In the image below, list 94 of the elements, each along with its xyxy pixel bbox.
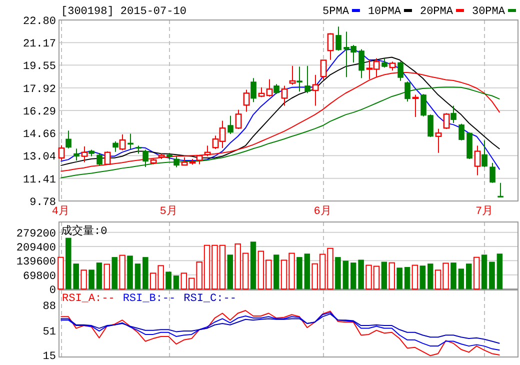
bar	[112, 257, 118, 290]
y-tick-label: 16.29	[22, 106, 56, 118]
legend-label: 20PMA	[420, 6, 454, 18]
candlestick	[443, 112, 450, 130]
line-series	[60, 310, 500, 356]
y-tick-label: 21.17	[22, 38, 56, 51]
bar	[388, 262, 395, 290]
line-series	[60, 313, 500, 344]
y-tick-label: 17.92	[22, 84, 56, 96]
candlestick	[119, 134, 126, 151]
y-tick-label: 15	[42, 350, 56, 363]
bar	[227, 254, 233, 290]
series-label: RSI_B:--	[122, 293, 176, 305]
legend-label: 30PMA	[472, 6, 506, 18]
candlestick	[435, 128, 442, 154]
bar	[80, 270, 87, 290]
candlestick	[320, 59, 327, 80]
bar	[127, 256, 133, 290]
bar	[142, 257, 148, 290]
y-tick-label: 88	[42, 301, 56, 314]
candlestick	[266, 78, 273, 97]
chart-title: [300198] 2015-07-10	[61, 6, 186, 18]
legend-label: 5PMA	[322, 6, 350, 18]
chart-title: 成交量:0	[61, 224, 108, 238]
candlestick	[66, 130, 72, 149]
legend-label: 10PMA	[368, 6, 402, 18]
series-label: RSI_C:--	[184, 293, 236, 305]
candlestick	[474, 145, 481, 176]
candlestick	[382, 58, 388, 68]
candlestick	[104, 150, 111, 166]
candlestick	[296, 66, 302, 92]
bar	[427, 264, 434, 290]
candlestick	[174, 156, 180, 168]
y-tick-label: 209400	[16, 242, 56, 254]
y-tick-label: 14.66	[22, 129, 56, 142]
y-tick-label: 69800	[22, 270, 56, 283]
bar	[481, 254, 488, 290]
bar	[273, 254, 280, 290]
x-tick-label: 7月	[475, 205, 494, 218]
candlestick	[498, 182, 504, 198]
bar	[412, 264, 418, 290]
y-tick-label: 139600	[16, 256, 56, 269]
candlestick	[96, 152, 102, 166]
x-tick-label: 5月	[160, 205, 178, 218]
candlestick	[398, 61, 404, 82]
candlestick	[490, 162, 496, 184]
bar	[473, 256, 480, 290]
candlestick	[450, 105, 456, 124]
bar	[104, 264, 110, 290]
candlestick	[412, 94, 419, 118]
x-tick-label: 6月	[314, 205, 332, 218]
candlestick	[228, 115, 234, 134]
y-tick-label: 51	[42, 326, 56, 338]
candlestick	[74, 148, 80, 162]
bar	[404, 267, 410, 290]
series-label: RSI_A:--	[62, 293, 115, 305]
candlestick	[250, 78, 256, 103]
candlestick	[128, 133, 134, 150]
bar	[134, 264, 141, 290]
y-tick-label: 22.80	[22, 16, 56, 28]
y-tick-label: 19.55	[22, 61, 56, 74]
y-tick-label: 0	[49, 285, 56, 297]
bar	[119, 254, 126, 290]
bar	[166, 272, 172, 290]
bar	[88, 270, 94, 290]
bar	[466, 264, 472, 290]
candlestick	[274, 84, 280, 94]
bar	[173, 276, 180, 290]
candlestick	[304, 65, 310, 94]
candlestick	[58, 144, 65, 161]
candlestick	[204, 145, 211, 157]
candlestick	[112, 140, 118, 152]
y-tick-label: 13.04	[22, 152, 56, 164]
y-tick-label: 11.41	[22, 174, 56, 186]
candlestick	[281, 85, 288, 106]
line-series	[60, 312, 500, 351]
y-tick-label: 279200	[16, 228, 56, 240]
candlestick	[358, 48, 364, 79]
candlestick	[235, 109, 242, 130]
candlestick	[336, 26, 342, 52]
bar	[381, 262, 388, 290]
candlestick	[312, 74, 319, 106]
bar	[96, 262, 102, 290]
candlestick	[142, 149, 148, 168]
candlestick	[458, 123, 464, 141]
candlestick	[243, 89, 250, 112]
candlestick	[196, 154, 203, 165]
bar	[250, 242, 256, 290]
bar	[58, 256, 64, 290]
bar	[396, 268, 402, 290]
bar	[420, 266, 426, 290]
candlestick	[327, 32, 334, 60]
candlestick	[482, 140, 488, 168]
candlestick	[81, 146, 88, 163]
